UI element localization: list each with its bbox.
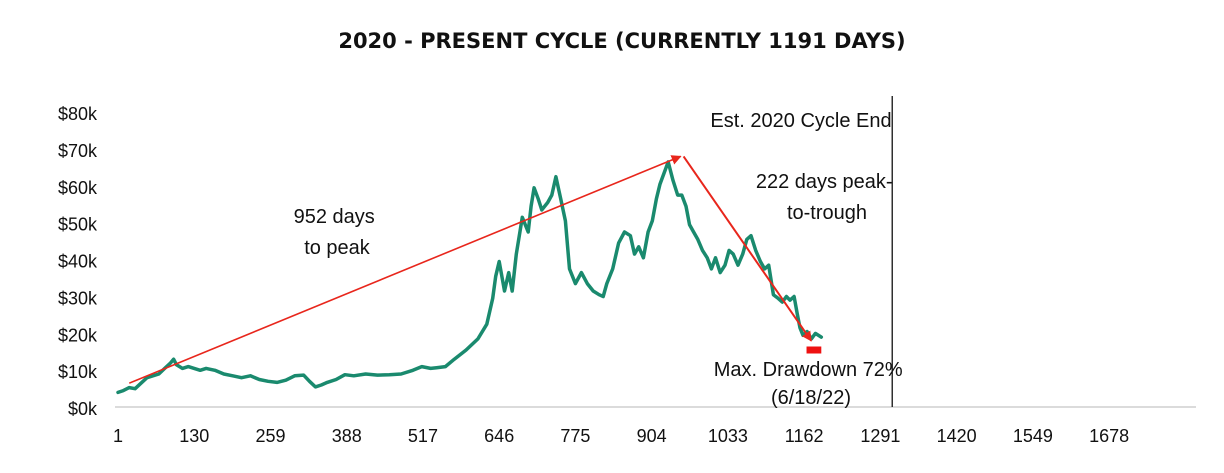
x-tick-label: 1033 bbox=[708, 426, 748, 446]
y-tick-label: $10k bbox=[58, 362, 98, 382]
annotation-max-drawdown: Max. Drawdown 72% (6/18/22) bbox=[714, 359, 909, 409]
annotation-days-to-peak-line-1: 952 days bbox=[294, 206, 375, 228]
x-tick-label: 904 bbox=[637, 426, 667, 446]
annotation-days-to-peak-line-2: to peak bbox=[304, 237, 371, 259]
y-tick-label: $30k bbox=[58, 288, 98, 308]
y-tick-label: $60k bbox=[58, 178, 98, 198]
y-tick-label: $0k bbox=[68, 399, 98, 419]
x-tick-label: 517 bbox=[408, 426, 438, 446]
y-tick-label: $80k bbox=[58, 104, 98, 124]
x-tick-label: 1549 bbox=[1013, 426, 1053, 446]
y-tick-label: $70k bbox=[58, 141, 98, 161]
x-tick-label: 259 bbox=[255, 426, 285, 446]
x-tick-label: 1 bbox=[113, 426, 123, 446]
x-tick-label: 130 bbox=[179, 426, 209, 446]
x-tick-label: 646 bbox=[484, 426, 514, 446]
x-tick-label: 1162 bbox=[785, 426, 824, 446]
x-tick-label: 388 bbox=[332, 426, 362, 446]
arrow-peak-to-trough bbox=[682, 155, 813, 342]
annotation-peak-to-trough-line-1: 222 days peak- bbox=[756, 171, 893, 193]
x-tick-label: 775 bbox=[560, 426, 590, 446]
x-tick-label: 1678 bbox=[1089, 426, 1129, 446]
x-axis: 1 130 259 388 517 646 775 904 1033 1162 1291 1420 15… bbox=[113, 426, 1129, 446]
x-tick-label: 1420 bbox=[937, 426, 977, 446]
y-axis: $0k $10k $20k $30k $40k $50k $60k $70k $80k bbox=[58, 104, 98, 419]
annotation-cycle-end: Est. 2020 Cycle End bbox=[710, 110, 891, 132]
arrow-to-peak bbox=[128, 155, 682, 384]
annotation-peak-to-trough-line-2: to-trough bbox=[787, 202, 867, 224]
y-tick-label: $40k bbox=[58, 252, 98, 272]
annotation-peak-to-trough: 222 days peak- to-trough bbox=[756, 171, 898, 224]
annotation-max-drawdown-line-1: Max. Drawdown 72% bbox=[714, 359, 903, 381]
y-tick-label: $50k bbox=[58, 215, 98, 235]
drawdown-marker bbox=[806, 346, 822, 354]
annotation-max-drawdown-line-2: (6/18/22) bbox=[771, 387, 851, 409]
annotation-days-to-peak: 952 days to peak bbox=[294, 206, 381, 259]
y-tick-label: $20k bbox=[58, 325, 98, 345]
series-line-btc-price bbox=[116, 160, 824, 395]
x-tick-label: 1291 bbox=[860, 426, 900, 446]
chart-title: 2020 - PRESENT CYCLE (CURRENTLY 1191 DAY… bbox=[338, 29, 905, 53]
